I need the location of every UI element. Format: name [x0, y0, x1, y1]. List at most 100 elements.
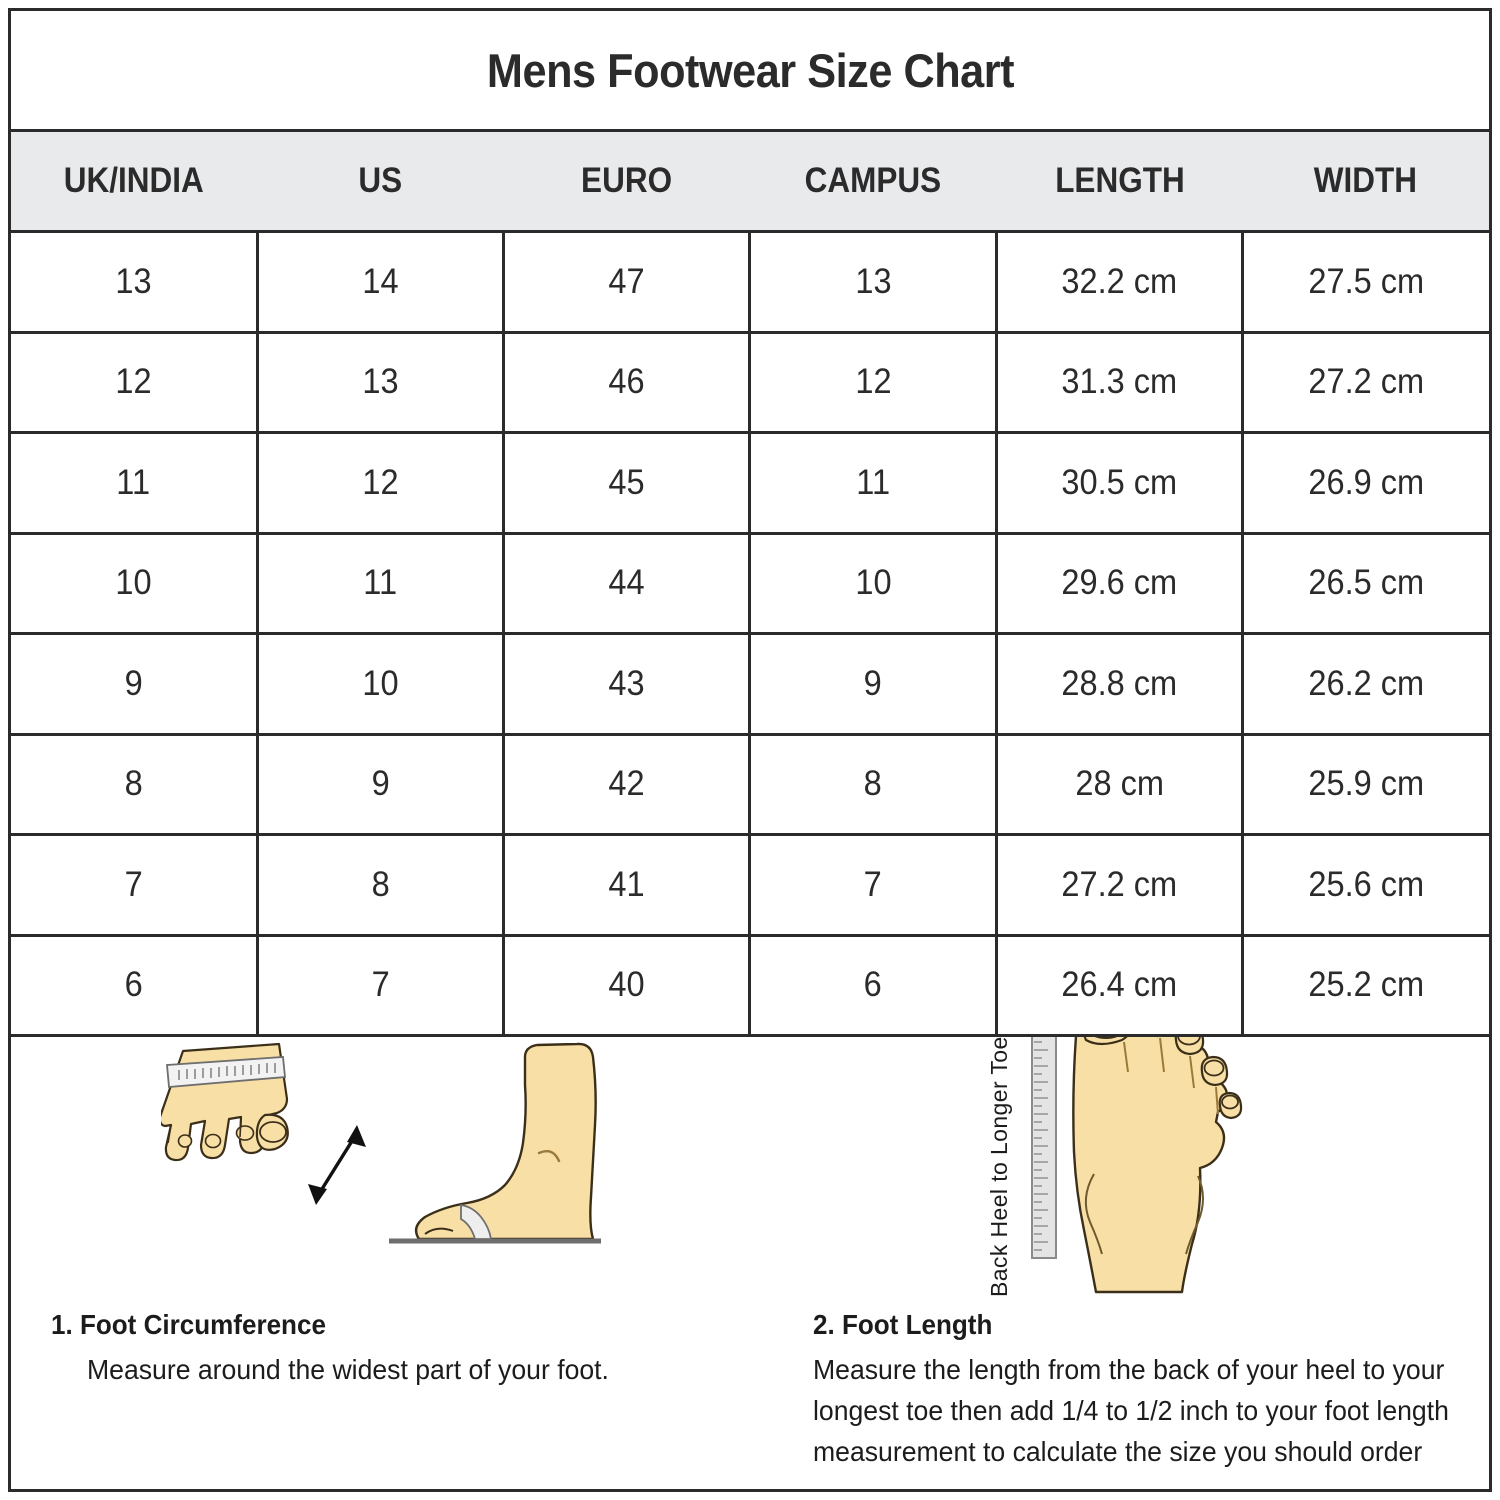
- table-row: 9 10 43 9 28.8 cm 26.2 cm: [11, 633, 1489, 736]
- column-header-length-label: LENGTH: [1054, 161, 1185, 200]
- cell-width: 27.5 cm: [1242, 231, 1489, 334]
- cell-uk-india: 7: [11, 834, 259, 937]
- column-header-us: US: [257, 129, 504, 233]
- foot-length-illustration: [1031, 1037, 1243, 1294]
- cell-us: 7: [257, 935, 506, 1037]
- cell-value: 28 cm: [1075, 764, 1164, 804]
- cell-us: 13: [257, 332, 506, 434]
- cell-value: 13: [362, 362, 399, 402]
- cell-us: 12: [257, 432, 506, 535]
- cell-length: 26.4 cm: [996, 935, 1245, 1037]
- cell-campus: 13: [749, 231, 998, 334]
- ruler-icon: [1031, 1037, 1057, 1259]
- table-row: 7 8 41 7 27.2 cm 25.6 cm: [11, 834, 1489, 937]
- cell-value: 13: [115, 261, 152, 301]
- table-row: 13 14 47 13 32.2 cm 27.5 cm: [11, 231, 1489, 334]
- cell-value: 40: [608, 965, 645, 1005]
- table-row: 11 12 45 11 30.5 cm 26.9 cm: [11, 432, 1489, 535]
- cell-campus: 9: [749, 633, 998, 736]
- cell-length: 30.5 cm: [996, 432, 1245, 535]
- cell-value: 10: [855, 563, 892, 603]
- cell-value: 11: [116, 462, 151, 502]
- cell-value: 45: [608, 462, 645, 502]
- cell-value: 47: [608, 261, 645, 301]
- foot-side-icon: [389, 1042, 601, 1244]
- cell-euro: 41: [503, 834, 752, 937]
- cell-value: 42: [608, 764, 645, 804]
- cell-us: 8: [257, 834, 506, 937]
- double-arrow-icon: [308, 1125, 366, 1205]
- cell-campus: 11: [749, 432, 998, 535]
- cell-value: 11: [363, 563, 398, 603]
- cell-length: 28.8 cm: [996, 633, 1245, 736]
- cell-value: 44: [608, 563, 645, 603]
- size-table: UK/INDIA US EURO CAMPUS LENGTH WIDTH 13 …: [11, 129, 1489, 1037]
- cell-value: 25.9 cm: [1308, 764, 1425, 804]
- cell-value: 9: [371, 764, 390, 804]
- column-header-campus: CAMPUS: [749, 129, 997, 233]
- cell-uk-india: 8: [11, 734, 259, 836]
- foot-circumference-section: 1. Foot Circumference Measure around the…: [11, 1037, 801, 1489]
- cell-width: 25.9 cm: [1242, 734, 1489, 836]
- cell-value: 8: [124, 764, 143, 804]
- title-band: Mens Footwear Size Chart: [11, 11, 1489, 129]
- cell-campus: 7: [749, 834, 998, 937]
- cell-euro: 42: [503, 734, 752, 836]
- cell-uk-india: 9: [11, 633, 259, 736]
- cell-length: 31.3 cm: [996, 332, 1245, 434]
- cell-value: 29.6 cm: [1061, 563, 1178, 603]
- column-header-width-label: WIDTH: [1314, 161, 1418, 200]
- cell-value: 41: [608, 864, 645, 904]
- cell-uk-india: 12: [11, 332, 259, 434]
- cell-value: 12: [115, 362, 152, 402]
- cell-width: 27.2 cm: [1242, 332, 1489, 434]
- cell-value: 6: [124, 965, 143, 1005]
- foot-circumference-heading: 1. Foot Circumference: [51, 1309, 326, 1340]
- cell-value: 26.4 cm: [1061, 965, 1178, 1005]
- cell-length: 27.2 cm: [996, 834, 1245, 937]
- cell-value: 32.2 cm: [1061, 261, 1178, 301]
- cell-value: 8: [371, 864, 390, 904]
- cell-value: 10: [362, 663, 399, 703]
- foot-circumference-description: Measure around the widest part of your f…: [87, 1354, 609, 1385]
- cell-value: 25.6 cm: [1308, 864, 1425, 904]
- cell-value: 46: [608, 362, 645, 402]
- table-row: 10 11 44 10 29.6 cm 26.5 cm: [11, 533, 1489, 635]
- foot-top-icon: [1072, 1037, 1243, 1294]
- foot-length-description: Measure the length from the back of your…: [813, 1354, 1449, 1467]
- cell-length: 32.2 cm: [996, 231, 1245, 334]
- cell-value: 7: [371, 965, 390, 1005]
- cell-uk-india: 11: [11, 432, 259, 535]
- table-row: 6 7 40 6 26.4 cm 25.2 cm: [11, 935, 1489, 1037]
- cell-campus: 10: [749, 533, 998, 635]
- measuring-guide-panel: 1. Foot Circumference Measure around the…: [11, 1037, 1489, 1489]
- cell-value: 9: [864, 663, 883, 703]
- measuring-tape-icon: [166, 1056, 286, 1088]
- cell-value: 28.8 cm: [1061, 663, 1178, 703]
- cell-value: 8: [864, 764, 883, 804]
- column-header-length: LENGTH: [996, 129, 1243, 233]
- cell-uk-india: 10: [11, 533, 259, 635]
- cell-us: 10: [257, 633, 506, 736]
- cell-width: 26.5 cm: [1242, 533, 1489, 635]
- column-header-euro: EURO: [503, 129, 750, 233]
- foot-length-heading: 2. Foot Length: [813, 1309, 993, 1340]
- table-row: 8 9 42 8 28 cm 25.9 cm: [11, 734, 1489, 836]
- cell-value: 30.5 cm: [1061, 462, 1178, 502]
- cell-value: 12: [855, 362, 892, 402]
- cell-euro: 40: [503, 935, 752, 1037]
- cell-value: 26.2 cm: [1308, 663, 1425, 703]
- cell-campus: 12: [749, 332, 998, 434]
- foot-length-section: Back Heel to Longer Toe: [801, 1037, 1489, 1489]
- cell-us: 11: [257, 533, 506, 635]
- cell-value: 25.2 cm: [1308, 965, 1425, 1005]
- cell-width: 26.9 cm: [1242, 432, 1489, 535]
- cell-campus: 8: [749, 734, 998, 836]
- cell-euro: 47: [503, 231, 752, 334]
- column-header-width: WIDTH: [1242, 129, 1489, 233]
- cell-euro: 43: [503, 633, 752, 736]
- page-title: Mens Footwear Size Chart: [486, 43, 1014, 97]
- table-body: 13 14 47 13 32.2 cm 27.5 cm 12 13 46 12 …: [11, 231, 1489, 1037]
- cell-value: 27.2 cm: [1308, 362, 1425, 402]
- cell-value: 14: [362, 261, 399, 301]
